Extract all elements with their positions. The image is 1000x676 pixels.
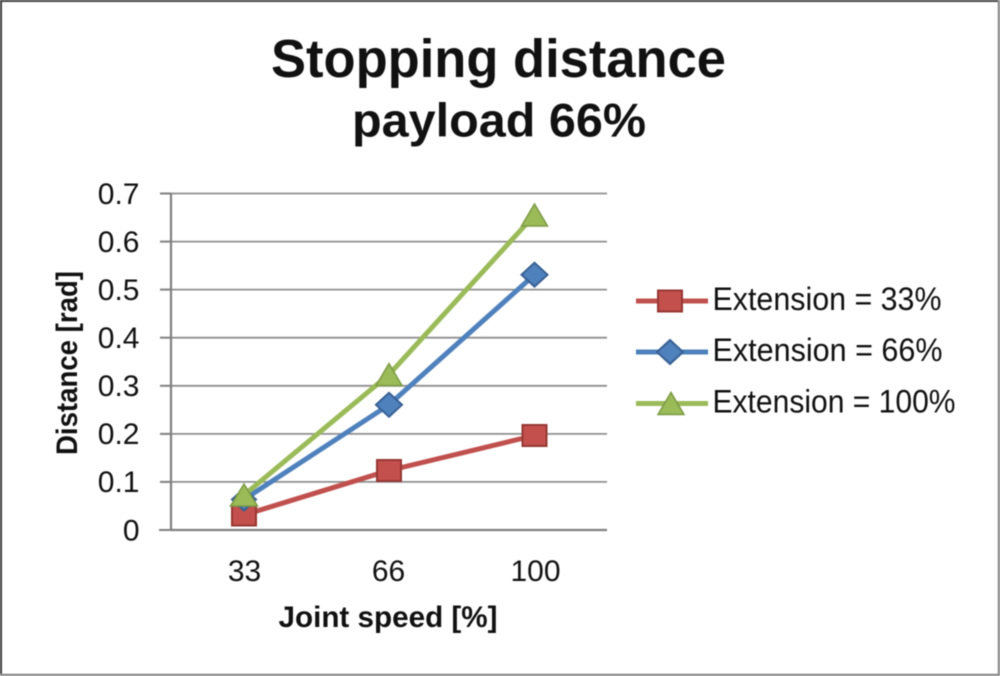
svg-text:Joint speed [%]: Joint speed [%] — [279, 601, 498, 634]
svg-text:0.2: 0.2 — [98, 418, 140, 451]
svg-text:Extension = 33%: Extension = 33% — [713, 281, 942, 317]
svg-text:Extension = 100%: Extension = 100% — [713, 384, 956, 420]
svg-text:0: 0 — [123, 514, 140, 547]
svg-text:66: 66 — [372, 555, 405, 588]
svg-text:payload 66%: payload 66% — [352, 94, 646, 147]
svg-text:Extension = 66%: Extension = 66% — [713, 332, 943, 368]
svg-text:0.1: 0.1 — [98, 466, 140, 499]
svg-text:0.3: 0.3 — [98, 370, 140, 403]
svg-text:0.6: 0.6 — [98, 226, 140, 259]
svg-text:33: 33 — [228, 555, 261, 588]
svg-text:Distance [rad]: Distance [rad] — [51, 271, 84, 455]
svg-text:0.4: 0.4 — [98, 322, 140, 355]
svg-text:0.7: 0.7 — [98, 178, 140, 211]
svg-text:100: 100 — [510, 555, 560, 588]
svg-text:0.5: 0.5 — [98, 274, 140, 307]
svg-text:Stopping distance: Stopping distance — [271, 29, 726, 89]
